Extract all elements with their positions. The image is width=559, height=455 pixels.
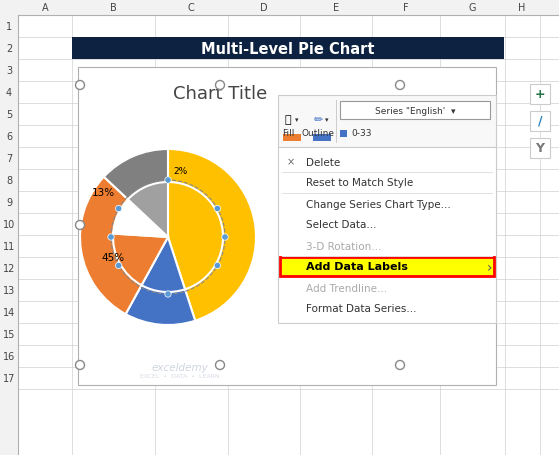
Text: Change Series Chart Type...: Change Series Chart Type... (306, 199, 451, 209)
Wedge shape (128, 182, 168, 238)
Text: 0-33: 0-33 (351, 129, 372, 138)
Text: F: F (403, 3, 409, 13)
Text: Y: Y (536, 141, 544, 154)
Text: Add Trendline...: Add Trendline... (306, 283, 387, 293)
Text: 3: 3 (6, 66, 12, 76)
Text: D: D (260, 3, 268, 13)
Text: E: E (333, 3, 339, 13)
Text: Reset to Match Style: Reset to Match Style (306, 178, 413, 188)
Text: B: B (110, 3, 116, 13)
Circle shape (75, 81, 84, 90)
Bar (530, 85, 550, 105)
Circle shape (108, 234, 114, 241)
Bar (340, 102, 490, 120)
Text: 10: 10 (3, 219, 15, 229)
Text: 4: 4 (6, 88, 12, 98)
Text: 6: 6 (6, 131, 12, 142)
Text: C: C (188, 3, 195, 13)
Wedge shape (104, 150, 168, 238)
Text: 16: 16 (3, 351, 15, 361)
Text: 14: 14 (3, 307, 15, 317)
Wedge shape (113, 234, 168, 286)
Bar (530, 139, 550, 159)
Text: 12: 12 (3, 263, 15, 273)
Text: 15: 15 (3, 329, 15, 339)
Circle shape (116, 206, 122, 212)
Text: Chart Title: Chart Title (173, 85, 267, 103)
Text: Series "English'  ▾: Series "English' ▾ (375, 106, 455, 115)
Circle shape (214, 206, 221, 212)
Text: A: A (42, 3, 48, 13)
Bar (280, 258, 494, 276)
Bar (78, 68, 496, 385)
Text: H: H (518, 3, 525, 13)
Circle shape (75, 221, 84, 230)
Circle shape (216, 361, 225, 369)
Text: +: + (535, 87, 546, 100)
Text: G: G (468, 3, 476, 13)
Circle shape (396, 221, 405, 230)
Circle shape (116, 263, 122, 269)
Text: 7: 7 (6, 154, 12, 164)
Text: 5: 5 (6, 110, 12, 120)
Bar (530, 112, 550, 131)
Text: 🪣: 🪣 (285, 115, 291, 125)
Text: Outline: Outline (301, 129, 334, 138)
Text: 13: 13 (3, 285, 15, 295)
Wedge shape (80, 177, 168, 314)
Text: ×: × (287, 157, 295, 167)
Circle shape (165, 177, 171, 184)
Bar (0, 0, 559, 16)
Text: Format Data Series...: Format Data Series... (306, 304, 416, 314)
Bar (340, 131, 347, 138)
Bar (72, 38, 504, 60)
Wedge shape (168, 150, 256, 321)
Bar (313, 135, 331, 142)
Text: ▾: ▾ (295, 117, 299, 123)
Circle shape (222, 234, 228, 241)
Text: 17: 17 (3, 373, 15, 383)
Circle shape (214, 263, 221, 269)
Circle shape (396, 81, 405, 90)
Text: 2: 2 (6, 44, 12, 54)
Wedge shape (113, 200, 168, 238)
Text: ✏: ✏ (313, 115, 323, 125)
Bar (283, 135, 301, 142)
Text: 13%: 13% (92, 187, 115, 197)
Text: Select Data...: Select Data... (306, 220, 377, 230)
Text: ›: › (487, 260, 492, 274)
Text: 45%: 45% (101, 253, 125, 263)
Text: 2%: 2% (173, 166, 187, 175)
Text: /: / (538, 114, 542, 127)
Text: 8: 8 (6, 176, 12, 186)
Wedge shape (126, 238, 195, 325)
Text: Multi-Level Pie Chart: Multi-Level Pie Chart (201, 41, 375, 56)
Bar (278, 96, 496, 148)
Wedge shape (141, 238, 185, 293)
Circle shape (216, 81, 225, 90)
Text: exceldemy: exceldemy (151, 362, 209, 372)
Text: 3-D Rotation...: 3-D Rotation... (306, 241, 381, 251)
Text: ▾: ▾ (325, 117, 329, 123)
Text: Delete: Delete (306, 157, 340, 167)
Bar (0, 16, 18, 455)
Text: Add Data Labels: Add Data Labels (306, 262, 408, 272)
Text: 11: 11 (3, 242, 15, 252)
Circle shape (165, 291, 171, 298)
Bar (278, 148, 496, 324)
Circle shape (75, 361, 84, 369)
Text: 9: 9 (6, 197, 12, 207)
Text: 1: 1 (6, 22, 12, 32)
Text: EXCEL  •  DATA  •  LEARN: EXCEL • DATA • LEARN (140, 374, 220, 379)
Text: Fill: Fill (282, 129, 294, 138)
Circle shape (396, 361, 405, 369)
Wedge shape (168, 182, 223, 290)
